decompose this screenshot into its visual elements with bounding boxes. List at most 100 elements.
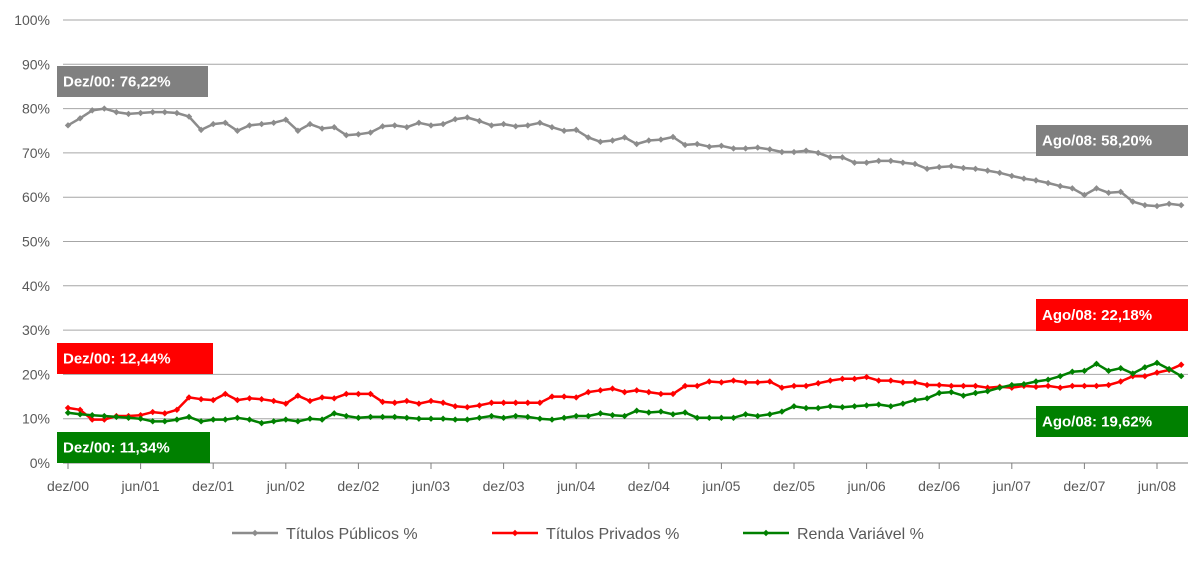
data-point [440, 416, 446, 422]
data-point [392, 122, 398, 128]
legend-swatch-marker [252, 530, 258, 536]
y-tick-label: 70% [22, 145, 50, 161]
data-point [561, 128, 567, 134]
data-point [1033, 177, 1039, 183]
data-point [876, 377, 882, 383]
data-point [658, 408, 664, 414]
data-point [1057, 384, 1063, 390]
data-point [791, 149, 797, 155]
data-point [271, 398, 277, 404]
data-point [476, 415, 482, 421]
data-point [1142, 202, 1148, 208]
data-point [900, 379, 906, 385]
data-point [537, 416, 543, 422]
data-point [863, 402, 869, 408]
data-point [839, 376, 845, 382]
data-point [791, 383, 797, 389]
y-tick-label: 0% [30, 455, 50, 471]
data-point [258, 420, 264, 426]
data-point [658, 391, 664, 397]
y-tick-label: 30% [22, 322, 50, 338]
data-point [319, 125, 325, 131]
data-point [851, 403, 857, 409]
data-point [440, 400, 446, 406]
data-point [742, 411, 748, 417]
data-point [416, 416, 422, 422]
data-point [525, 400, 531, 406]
x-tick-label: jun/08 [1137, 478, 1176, 494]
data-point [561, 393, 567, 399]
x-tick-label: dez/07 [1063, 478, 1105, 494]
data-point [597, 139, 603, 145]
data-point [912, 379, 918, 385]
data-point [803, 383, 809, 389]
data-point [609, 137, 615, 143]
annotation-callout: Ago/08: 58,20% [1036, 125, 1188, 156]
y-axis-tick-labels: 0%10%20%30%40%50%60%70%80%90%100% [14, 12, 50, 471]
data-point [646, 409, 652, 415]
data-point [355, 391, 361, 397]
data-point [222, 416, 228, 422]
data-point [900, 400, 906, 406]
legend-item: Renda Variável % [743, 526, 924, 543]
data-point [767, 146, 773, 152]
x-tick-label: jun/07 [992, 478, 1031, 494]
data-point [488, 122, 494, 128]
y-tick-label: 90% [22, 56, 50, 72]
data-point [246, 395, 252, 401]
data-point [827, 377, 833, 383]
data-point [1166, 201, 1172, 207]
data-point [549, 124, 555, 130]
x-tick-label: jun/03 [411, 478, 450, 494]
data-point [416, 400, 422, 406]
data-point [912, 397, 918, 403]
data-point [1057, 183, 1063, 189]
annotation-text: Dez/00: 11,34% [63, 440, 170, 457]
legend-label: Títulos Públicos % [286, 526, 418, 543]
annotation-text: Ago/08: 19,62% [1042, 414, 1152, 431]
data-point [730, 415, 736, 421]
data-point [1105, 190, 1111, 196]
x-tick-label: dez/00 [47, 478, 89, 494]
x-tick-label: dez/04 [628, 478, 670, 494]
data-point [827, 403, 833, 409]
legend-item: Títulos Públicos % [232, 526, 418, 543]
legend-swatch-marker [763, 530, 769, 536]
annotation-callout: Dez/00: 12,44% [57, 343, 213, 374]
data-point [609, 412, 615, 418]
data-point [246, 416, 252, 422]
data-point [1154, 203, 1160, 209]
x-tick-label: dez/01 [192, 478, 234, 494]
data-point [936, 382, 942, 388]
annotation-text: Dez/00: 76,22% [63, 74, 171, 91]
data-point [948, 163, 954, 169]
data-point [452, 116, 458, 122]
data-point [827, 154, 833, 160]
data-point [65, 410, 71, 416]
data-point [972, 166, 978, 172]
annotation-callout: Ago/08: 22,18% [1036, 299, 1188, 331]
data-point [779, 149, 785, 155]
data-point [307, 416, 313, 422]
data-point [416, 120, 422, 126]
data-point [234, 415, 240, 421]
data-point [162, 109, 168, 115]
data-point [500, 415, 506, 421]
legend-item: Títulos Privados % [492, 526, 679, 543]
x-axis-tick-labels: dez/00 jun/01 dez/01 jun/02 dez/02 jun/03 dez/… [47, 463, 1176, 494]
data-point [1093, 383, 1099, 389]
data-point [525, 122, 531, 128]
data-point [936, 164, 942, 170]
data-point [355, 415, 361, 421]
data-point [113, 109, 119, 115]
x-tick-label: jun/04 [556, 478, 595, 494]
data-point [198, 396, 204, 402]
data-point [718, 379, 724, 385]
data-point [960, 392, 966, 398]
data-point [428, 122, 434, 128]
data-point [1045, 383, 1051, 389]
data-point [1178, 202, 1184, 208]
data-point [863, 159, 869, 165]
series-0 [65, 105, 1185, 209]
